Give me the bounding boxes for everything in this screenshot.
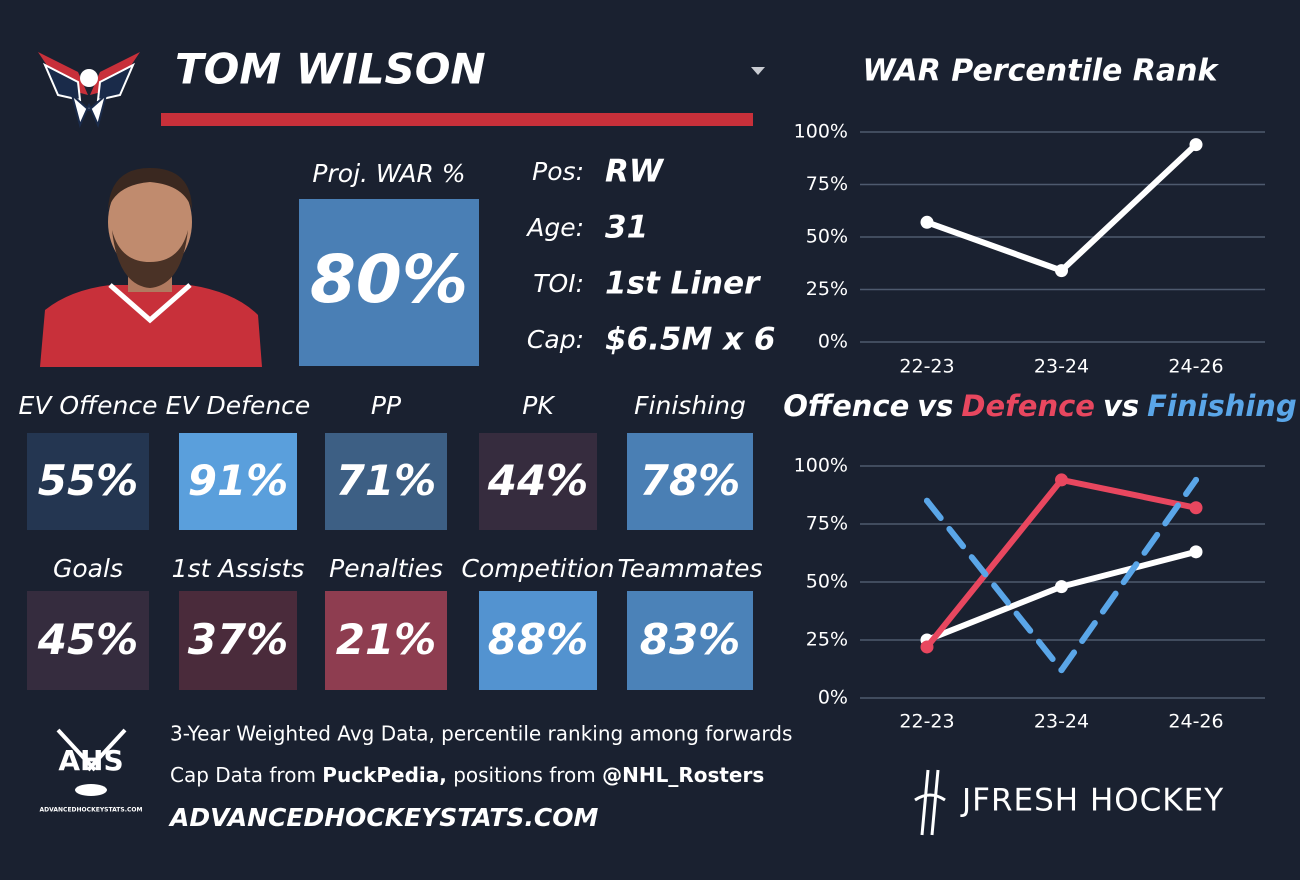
- tile: [627, 433, 753, 530]
- chart-title: Offence vs Defence vs Finishing: [783, 389, 1296, 423]
- tile-label: Goals: [53, 554, 123, 583]
- y-tick-label: 25%: [806, 278, 848, 300]
- source-part: PuckPedia,: [322, 763, 447, 787]
- tile-value: 37%: [188, 615, 289, 664]
- data-point: [1189, 501, 1203, 515]
- tile-label: EV Defence: [166, 391, 311, 420]
- player-name: TOM WILSON: [175, 45, 486, 94]
- tile-label: EV Offence: [19, 391, 158, 420]
- y-tick-label: 0%: [818, 687, 848, 709]
- title-joiner: vs: [917, 389, 953, 423]
- data-point: [1189, 545, 1203, 559]
- x-tick-label: 24-26: [1168, 711, 1223, 733]
- data-point: [920, 215, 934, 229]
- info-label: Age:: [525, 213, 584, 242]
- data-point: [920, 640, 934, 654]
- ahs-logo: [56, 728, 127, 796]
- info-value: 1st Liner: [605, 266, 761, 302]
- website: ADVANCEDHOCKEYSTATS.COM: [168, 803, 599, 832]
- y-tick-label: 100%: [794, 121, 848, 143]
- data-point: [1193, 476, 1199, 483]
- footer-note: 3-Year Weighted Avg Data, percentile ran…: [170, 722, 792, 746]
- tile: [27, 433, 149, 530]
- source-part: Cap Data from: [170, 763, 322, 787]
- source-part: positions from: [447, 763, 602, 787]
- data-point: [1189, 138, 1203, 152]
- ahs-logo-text: AHS: [58, 744, 123, 777]
- tile-value: 78%: [640, 456, 741, 505]
- tile-value: 71%: [336, 456, 437, 505]
- footer-sources: Cap Data from PuckPedia, positions from …: [170, 763, 764, 787]
- chart-title: WAR Percentile Rank: [863, 54, 1220, 89]
- tile: [479, 591, 597, 690]
- brand: JFRESH HOCKEY: [960, 783, 1224, 819]
- y-tick-label: 75%: [806, 173, 848, 195]
- legend-entry: Offence: [783, 389, 909, 423]
- y-tick-label: 100%: [794, 455, 848, 477]
- tile-value: 88%: [488, 615, 589, 664]
- tile-label: Finishing: [634, 391, 746, 420]
- tile-value: 21%: [336, 615, 437, 664]
- data-point: [1058, 667, 1065, 674]
- tile: [627, 591, 753, 690]
- x-tick-label: 23-24: [1034, 711, 1089, 733]
- tile-value: 45%: [37, 615, 139, 664]
- data-point: [1055, 264, 1068, 278]
- dropdown-arrow[interactable]: [751, 67, 765, 75]
- tile-label: PK: [522, 391, 556, 420]
- x-tick-label: 22-23: [899, 356, 954, 378]
- y-tick-label: 50%: [806, 571, 848, 593]
- x-tick-label: 22-23: [899, 711, 954, 733]
- tile-label: Competition: [462, 554, 615, 583]
- info-value: 31: [605, 210, 648, 246]
- y-tick-label: 0%: [818, 331, 848, 353]
- tile: [479, 433, 597, 530]
- source-part: @NHL_Rosters: [602, 763, 764, 787]
- data-point: [1055, 473, 1068, 487]
- tile-value: 83%: [640, 615, 741, 664]
- legend-entry: Finishing: [1147, 389, 1297, 423]
- tile: [27, 591, 149, 690]
- team-logo: [38, 52, 140, 128]
- legend-entry: Defence: [961, 389, 1095, 423]
- info-label: Pos:: [532, 157, 584, 186]
- x-tick-label: 24-26: [1168, 356, 1223, 378]
- info-label: TOI:: [533, 269, 584, 298]
- data-point: [1055, 580, 1068, 594]
- data-point: [924, 497, 930, 504]
- tile-label: PP: [371, 391, 402, 420]
- ahs-logo-caption: ADVANCEDHOCKEYSTATS.COM: [40, 807, 143, 814]
- projection-value: 80%: [310, 241, 468, 318]
- info-label: Cap:: [527, 325, 584, 354]
- tile: [325, 591, 447, 690]
- player-photo: [40, 168, 262, 367]
- tile: [179, 591, 297, 690]
- tile: [179, 433, 297, 530]
- y-tick-label: 25%: [806, 629, 848, 651]
- tile-value: 55%: [38, 456, 139, 505]
- tile-value: 44%: [487, 456, 589, 505]
- info-value: RW: [605, 154, 665, 190]
- tile: [325, 433, 447, 530]
- name-underline: [161, 113, 753, 126]
- brand-logo: [914, 769, 946, 836]
- tile-label: 1st Assists: [172, 554, 305, 583]
- projection-label: Proj. WAR %: [312, 159, 465, 188]
- title-joiner: vs: [1103, 389, 1139, 423]
- tile-label: Teammates: [617, 554, 762, 583]
- tile-value: 91%: [188, 456, 289, 505]
- info-value: $6.5M x 6: [605, 322, 776, 358]
- x-tick-label: 23-24: [1034, 356, 1089, 378]
- y-tick-label: 50%: [806, 226, 848, 248]
- projection-box: [299, 199, 479, 366]
- tile-label: Penalties: [329, 554, 443, 583]
- y-tick-label: 75%: [806, 513, 848, 535]
